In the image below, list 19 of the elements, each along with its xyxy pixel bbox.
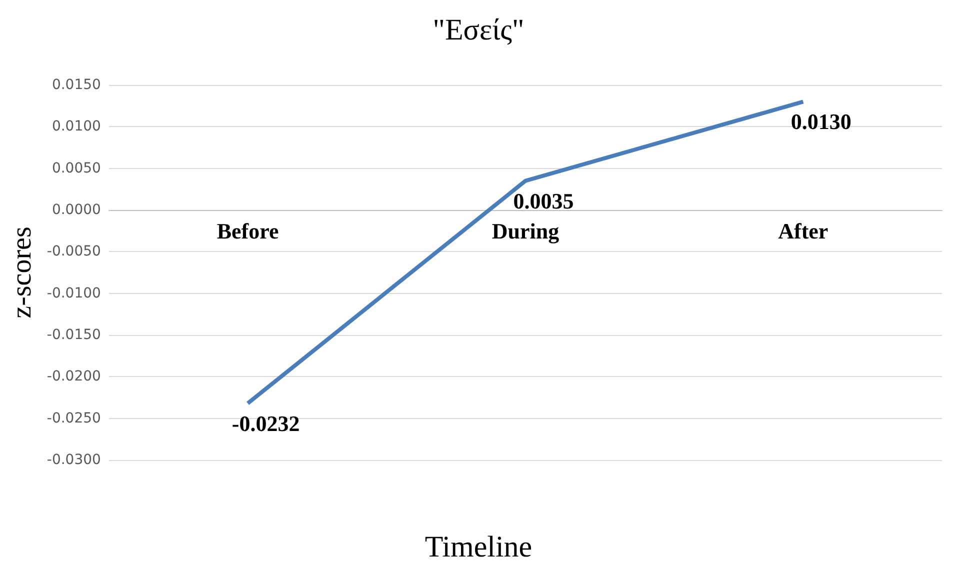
y-tick-label: -0.0050 [46,244,101,260]
text: 0.0035 [513,188,574,214]
y-tick-label: 0.0150 [52,77,101,93]
text: 0.0130 [790,109,852,134]
x-axis-title: Timeline [424,530,532,564]
y-tick-label: -0.0100 [46,285,101,302]
x-tick-label: After [778,218,828,244]
y-tick-label: 0.0050 [52,160,101,176]
y-tick-label: -0.0200 [46,368,101,385]
y-tick-label: 0.0100 [52,118,101,135]
x-tick-label: During [492,218,560,244]
x-tick-label: Before [216,218,279,244]
y-tick-label: 0.0000 [52,202,101,218]
text: -0.0232 [232,410,300,436]
chart-title: "Εσείς" [432,14,524,46]
y-tick-label: -0.0300 [46,452,101,468]
y-tick-label: -0.0250 [46,410,101,426]
y-axis-title: z-scores [6,226,38,318]
y-tick-label: -0.0150 [46,327,101,343]
